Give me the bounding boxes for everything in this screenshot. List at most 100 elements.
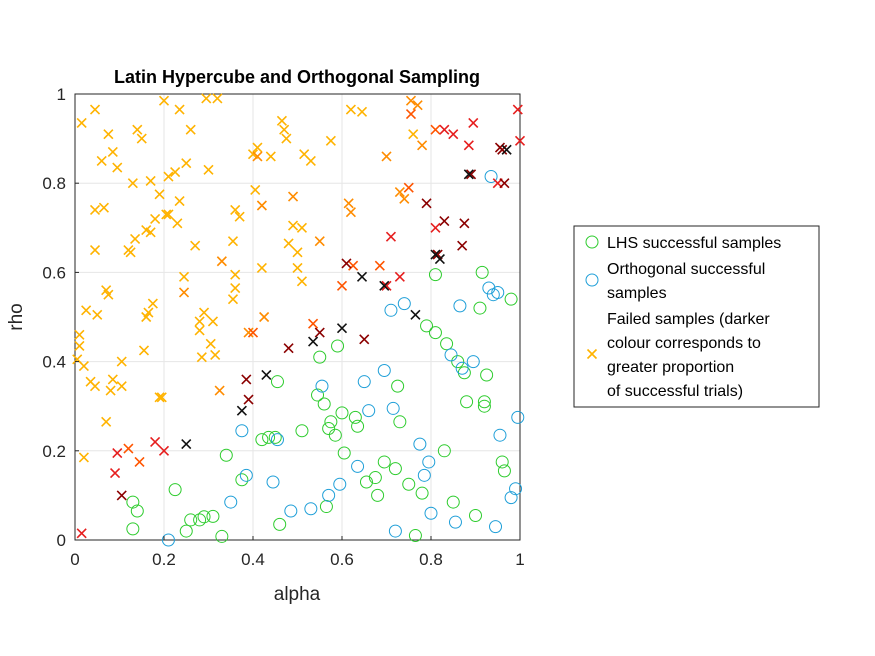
circle-point (497, 464, 511, 478)
legend-label: samples (607, 285, 667, 302)
x-point (356, 106, 368, 117)
circle-point (402, 477, 416, 491)
x-point (314, 327, 325, 338)
circle-point (224, 495, 238, 509)
x-point (89, 204, 101, 216)
circle-point (413, 437, 427, 451)
x-point (252, 151, 263, 162)
circle-point (239, 468, 253, 482)
x-point (412, 100, 423, 111)
x-point (234, 211, 245, 222)
x-point (158, 445, 170, 456)
x-point (150, 436, 161, 447)
grid-lines (74, 93, 521, 541)
circle-point (420, 319, 434, 333)
circle-point (206, 509, 220, 523)
x-point (283, 343, 294, 354)
circle-point (235, 473, 249, 487)
circle-point (460, 395, 474, 409)
circle-point (315, 379, 329, 393)
x-point (247, 327, 259, 338)
x-point (374, 260, 385, 271)
x-point (292, 262, 303, 274)
x-point (448, 129, 459, 140)
x-point (465, 169, 477, 180)
x-point (439, 216, 450, 227)
x-point (250, 184, 261, 195)
x-tick-label: 0.6 (330, 550, 354, 569)
x-point (499, 178, 510, 189)
x-point (399, 193, 410, 204)
x-point (130, 233, 141, 245)
x-point (147, 298, 158, 309)
circle-point (477, 399, 491, 413)
x-tick-label: 1 (515, 550, 524, 569)
x-point (212, 93, 223, 104)
x-point (207, 316, 219, 327)
circle-point (477, 395, 491, 409)
circle-point (451, 355, 465, 369)
circle-point (428, 268, 442, 282)
x-tick-label: 0.2 (152, 550, 176, 569)
x-point (408, 129, 419, 140)
circle-point (262, 430, 276, 444)
circle-point (504, 292, 518, 306)
y-tick-label: 0.6 (42, 263, 66, 282)
circle-point (489, 520, 503, 534)
x-point (381, 151, 392, 162)
x-point (417, 140, 428, 151)
x-point (78, 360, 89, 372)
x-point (227, 236, 239, 247)
circle-point (446, 495, 460, 509)
circle-point (388, 462, 402, 476)
x-point (178, 271, 190, 282)
circle-point (359, 475, 373, 489)
y-tick-label: 0 (57, 531, 66, 550)
x-point (276, 115, 287, 126)
x-point (76, 528, 87, 539)
x-point (421, 198, 432, 209)
circle-point (466, 355, 480, 369)
x-point (325, 135, 336, 146)
x-point (230, 282, 241, 294)
y-tick-label: 0.4 (42, 353, 66, 372)
x-point (127, 178, 138, 189)
x-point (172, 218, 183, 229)
x-point (174, 195, 185, 207)
x-point (138, 345, 150, 356)
circle-point (273, 517, 287, 531)
x-point (216, 256, 227, 267)
x-point (292, 247, 303, 258)
circle-point (304, 502, 318, 516)
x-point (123, 443, 134, 454)
circle-point (268, 430, 282, 444)
x-point (116, 381, 127, 392)
circle-point (179, 524, 193, 538)
x-point (158, 95, 170, 106)
circle-point (448, 515, 462, 529)
x-point (89, 381, 101, 392)
x-point (230, 269, 241, 280)
x-point (261, 369, 272, 381)
x-point (76, 117, 87, 129)
x-point (512, 104, 523, 115)
x-point (185, 124, 196, 135)
circle-point (235, 424, 249, 438)
x-axis-label: alpha (274, 584, 321, 605)
x-point (385, 231, 397, 242)
x-point (381, 280, 392, 291)
circle-point (393, 415, 407, 429)
x-point (156, 392, 167, 403)
x-point (107, 146, 118, 158)
circle-point (511, 410, 525, 424)
circle-point (348, 410, 362, 424)
x-point (81, 305, 92, 316)
circle-point (377, 364, 391, 378)
x-point (201, 93, 212, 104)
x-point (359, 334, 370, 345)
x-point (394, 187, 405, 198)
x-point (308, 336, 319, 347)
circle-point (384, 303, 398, 317)
circle-point (295, 424, 309, 438)
x-point (96, 155, 107, 166)
